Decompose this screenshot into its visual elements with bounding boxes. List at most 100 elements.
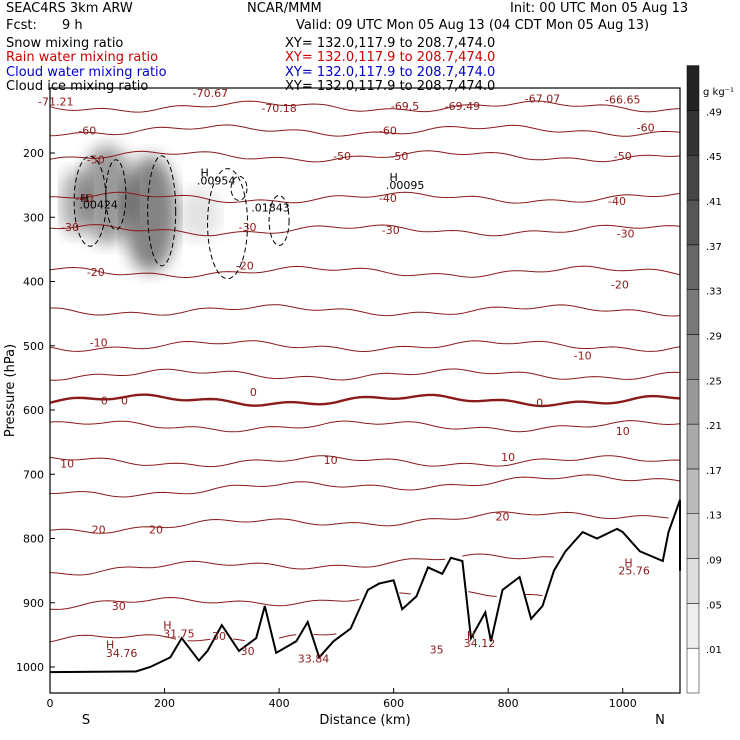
isotherm-label: 10	[60, 457, 74, 470]
cloud-ice-contour	[105, 159, 127, 231]
isotherm-label: 30	[212, 630, 226, 643]
isotherm-label: 20	[495, 511, 509, 524]
colorbar-segment	[686, 513, 700, 559]
y-tick-label: 500	[23, 340, 44, 353]
center-title: NCAR/MMM	[247, 1, 322, 16]
x-axis-label: Distance (km)	[319, 713, 410, 728]
extremum-label: 35	[430, 644, 444, 657]
isotherm-label: 30	[241, 645, 255, 658]
y-axis-label: Pressure (hPa)	[3, 344, 18, 437]
field-xy-cloud-ice: XY= 132.0,117.9 to 208.7,474.0	[285, 79, 496, 94]
colorbar-segment	[686, 334, 700, 380]
isotherm-label: 10	[324, 454, 338, 467]
isotherm-contour	[49, 265, 681, 279]
isotherm-label: -71.21	[38, 96, 73, 109]
cloud-ice-contour	[147, 155, 177, 267]
isotherm-label: 0	[250, 386, 257, 399]
isotherm-label: 0	[536, 396, 543, 409]
isotherm-label: -60	[379, 125, 397, 138]
field-xy-snow: XY= 132.0,117.9 to 208.7,474.0	[285, 36, 496, 51]
colorbar-tick-label: .33	[706, 287, 722, 298]
extremum-label: 25.76	[618, 565, 650, 578]
init-time: Init: 00 UTC Mon 05 Aug 13	[510, 1, 689, 16]
isotherm-label: -50	[614, 150, 632, 163]
isotherm-label: -67.07	[525, 92, 560, 105]
isotherm-contour	[49, 420, 681, 433]
extremum-label: H	[389, 171, 397, 184]
isotherm-label: -40	[379, 192, 397, 205]
y-tick-label: 1000	[16, 661, 44, 674]
isotherm-label: -30	[61, 221, 79, 234]
isotherm-label: -60	[78, 125, 96, 138]
isotherm-label: -69.49	[445, 100, 480, 113]
terrain-line	[49, 499, 681, 674]
isotherm-contour	[49, 368, 681, 381]
y-tick-label: 200	[23, 147, 44, 160]
colorbar-segment	[686, 647, 700, 694]
isotherm-contour	[49, 191, 681, 204]
extremum-label: H	[163, 619, 171, 632]
mixing-ratio-shade	[123, 155, 178, 273]
colorbar-tick-label: .41	[706, 197, 722, 208]
extremum-label: H	[624, 556, 632, 569]
cloud-ice-contour	[207, 168, 249, 280]
colorbar-segment	[686, 199, 700, 246]
isotherm-contour	[49, 553, 555, 576]
colorbar-segment	[686, 558, 700, 604]
isotherm-label: -40	[608, 195, 626, 208]
isotherm-contour	[49, 511, 669, 534]
isotherm-contour	[49, 591, 543, 610]
colorbar-segment	[686, 244, 700, 290]
isotherm-label: -70.67	[193, 87, 228, 100]
colorbar-segment	[686, 154, 700, 201]
isotherm-contour	[49, 224, 681, 237]
isotherm-label: 10	[501, 451, 515, 464]
x-tick-label: 0	[47, 697, 54, 710]
colorbar-segment	[686, 468, 700, 514]
colorbar-tick-label: .05	[706, 600, 722, 611]
colorbar-tick-label: .49	[706, 107, 722, 118]
field-name-cloud-water: Cloud water mixing ratio	[6, 65, 167, 80]
extremum-label: H	[106, 639, 114, 652]
isotherm-label: 0	[101, 394, 108, 407]
isotherm-contour	[49, 455, 681, 468]
isotherm-label: -69.5	[391, 100, 419, 113]
isotherm-contour	[49, 393, 681, 408]
colorbar-tick-label: .13	[706, 511, 722, 522]
extremum-label: .00954	[197, 175, 236, 188]
y-tick-label: 700	[23, 468, 44, 481]
y-tick-label: 800	[23, 533, 44, 546]
extremum-label: 31.75	[163, 628, 195, 641]
extremum-label: H	[80, 192, 88, 205]
isotherm-label: 0	[121, 394, 128, 407]
isotherm-contour	[49, 340, 681, 353]
field-xy-cloud-water: XY= 132.0,117.9 to 208.7,474.0	[285, 65, 496, 80]
isotherm-label: -70.18	[261, 102, 296, 115]
extremum-label: 34.76	[106, 647, 138, 660]
extremum-label: .01843	[251, 202, 290, 215]
isotherm-contour	[50, 304, 681, 317]
field-name-cloud-ice: Cloud ice mixing ratio	[6, 79, 149, 94]
colorbar-unit: g kg⁻¹	[703, 87, 734, 98]
isotherm-label: -20	[87, 266, 105, 279]
plot-frame	[49, 87, 681, 694]
isotherm-label: -50	[390, 150, 408, 163]
isotherm-contour	[49, 474, 681, 498]
isotherm-label: 10	[616, 425, 630, 438]
x-tick-label: 800	[498, 697, 519, 710]
isotherm-label: 20	[92, 524, 106, 537]
extremum-label: 33.84	[298, 653, 330, 666]
isotherm-label: -60	[637, 121, 655, 134]
isotherm-label: -20	[236, 259, 254, 272]
extremum-label: H	[467, 629, 475, 642]
field-name-rain: Rain water mixing ratio	[6, 50, 159, 65]
y-tick-label: 600	[23, 404, 44, 417]
cloud-ice-contour	[230, 175, 248, 201]
colorbar-segment	[686, 110, 700, 156]
isotherm-label: 20	[149, 524, 163, 537]
isotherm-contour	[50, 634, 491, 642]
forecast-label: Fcst:	[6, 18, 37, 33]
isotherm-contour	[49, 150, 681, 163]
isotherm-label: -30	[239, 221, 257, 234]
